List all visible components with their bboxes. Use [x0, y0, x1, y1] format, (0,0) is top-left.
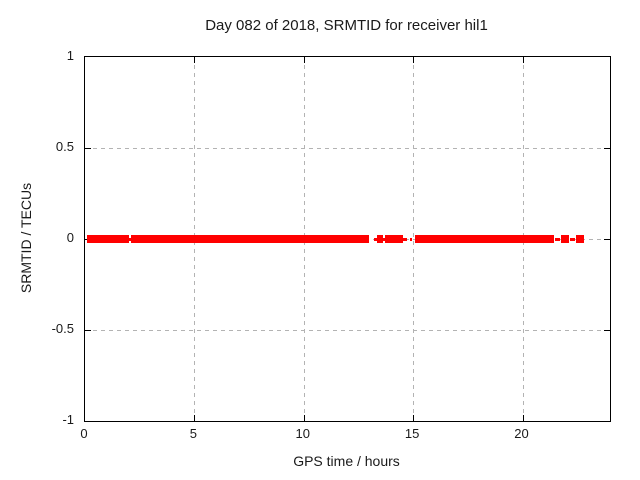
x-tick-label: 0	[80, 426, 88, 441]
x-tick-bottom	[194, 415, 196, 421]
x-tick-bottom	[413, 415, 415, 421]
y-tick-label: -1	[62, 412, 74, 427]
x-tick-top	[303, 57, 305, 63]
data-sparse-mark	[410, 238, 413, 241]
data-sparse-mark	[373, 238, 378, 241]
y-tick-label: 0	[66, 230, 74, 245]
data-sparse-mark	[555, 238, 560, 241]
data-segment	[377, 235, 383, 243]
data-sparse-mark	[403, 238, 407, 241]
data-segment	[576, 235, 584, 243]
y-tick-right	[604, 330, 610, 331]
y-tick-label: 1	[66, 48, 74, 63]
x-tick-top	[194, 57, 196, 63]
x-tick-top	[522, 57, 524, 63]
x-axis-label: GPS time / hours	[293, 453, 400, 469]
data-sparse-mark	[128, 238, 133, 241]
plot-area	[84, 56, 611, 422]
gridline-horizontal	[85, 148, 610, 149]
data-segment	[561, 235, 570, 243]
data-segment	[130, 235, 369, 243]
chart-title: Day 082 of 2018, SRMTID for receiver hil…	[205, 17, 488, 34]
data-segment	[415, 235, 554, 243]
data-sparse-mark	[569, 238, 575, 241]
x-tick-label: 20	[514, 426, 529, 441]
gridline-horizontal	[85, 330, 610, 331]
y-tick-right	[604, 239, 610, 240]
data-segment	[86, 235, 129, 243]
x-tick-bottom	[522, 415, 524, 421]
data-segment	[384, 235, 404, 243]
y-tick-label: -0.5	[51, 321, 74, 336]
y-tick-left	[85, 330, 91, 331]
y-tick-right	[604, 148, 610, 149]
x-tick-label: 10	[295, 426, 310, 441]
y-tick-left	[85, 148, 91, 149]
x-tick-top	[413, 57, 415, 63]
x-tick-label: 15	[404, 426, 420, 441]
y-tick-label: 0.5	[55, 139, 74, 154]
data-sparse-mark	[382, 238, 385, 241]
x-tick-bottom	[303, 415, 305, 421]
x-tick-label: 5	[189, 426, 197, 441]
